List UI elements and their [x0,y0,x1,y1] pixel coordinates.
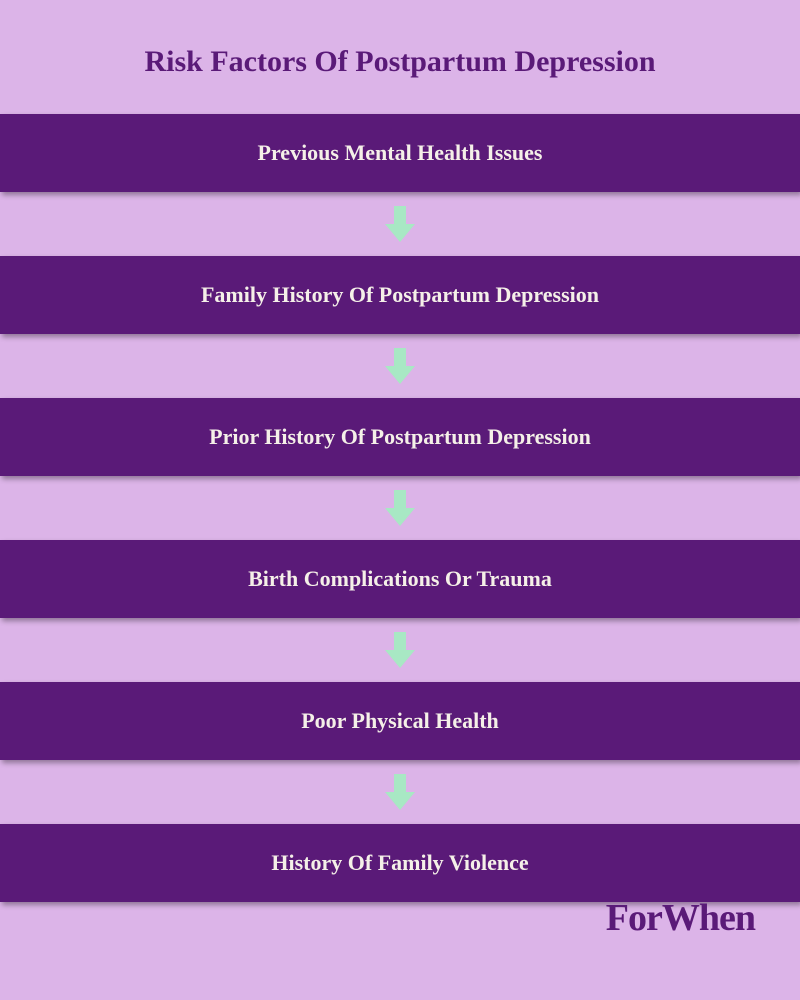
arrow-down-icon [385,206,415,242]
arrow-down-icon [385,774,415,810]
risk-factor-box: History Of Family Violence [0,824,800,902]
risk-factor-box: Poor Physical Health [0,682,800,760]
risk-factor-box: Prior History Of Postpartum Depression [0,398,800,476]
flow-container: Previous Mental Health Issues Family His… [0,114,800,902]
page-title: Risk Factors Of Postpartum Depression [0,45,800,79]
brand-logo: ForWhen [606,896,755,940]
risk-factor-box: Previous Mental Health Issues [0,114,800,192]
arrow-down-icon [385,348,415,384]
risk-factor-box: Birth Complications Or Trauma [0,540,800,618]
arrow-down-icon [385,490,415,526]
arrow-down-icon [385,632,415,668]
infographic-container: Risk Factors Of Postpartum Depression Pr… [0,45,800,970]
risk-factor-box: Family History Of Postpartum Depression [0,256,800,334]
